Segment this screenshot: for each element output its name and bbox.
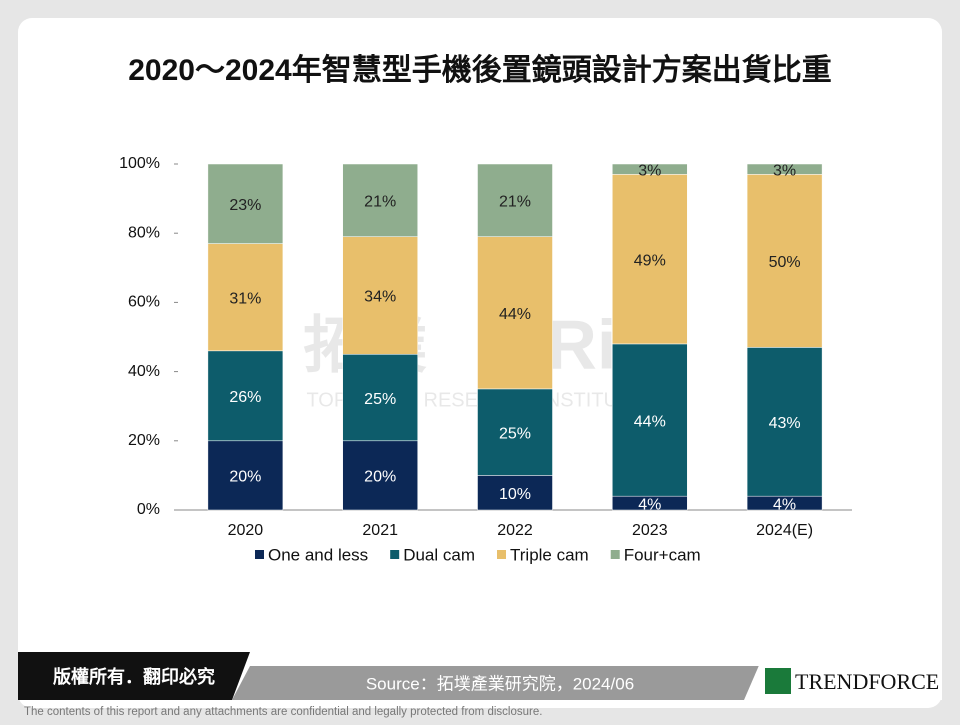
- bar-segment: [477, 163, 553, 237]
- x-tick-label: 2020: [228, 522, 264, 539]
- bar-segment: [612, 163, 688, 175]
- chart-title: 2020～2024年智慧型手機後置鏡頭設計方案出貨比重: [128, 53, 831, 87]
- bar-segment: [207, 163, 284, 244]
- bar-segment: [477, 475, 553, 511]
- value-label: 50%: [769, 254, 801, 271]
- legend-label: One and less: [268, 545, 368, 564]
- source: Source：拓墣產業研究院，2024/06: [366, 674, 634, 693]
- bar-segment: [612, 343, 688, 497]
- copyright-band: [18, 652, 250, 700]
- x-tick-label: 2022: [497, 522, 533, 539]
- value-label: 3%: [773, 162, 796, 179]
- legend-swatch: [255, 550, 264, 559]
- value-label: 34%: [364, 289, 396, 306]
- value-label: 44%: [634, 413, 666, 430]
- bar-segment: [342, 440, 418, 511]
- bar-segment: [342, 163, 418, 237]
- value-label: 25%: [499, 425, 531, 442]
- legend-swatch: [390, 550, 400, 559]
- legend-label: Four+cam: [624, 545, 701, 564]
- value-label: 31%: [229, 290, 261, 307]
- value-label: 21%: [364, 194, 396, 211]
- bar-segment: [612, 174, 688, 345]
- bar-segment: [207, 350, 284, 442]
- value-label: 4%: [638, 496, 661, 513]
- bar-segment: [207, 243, 284, 352]
- source-band: [232, 666, 770, 700]
- y-tick-label: 100%: [119, 155, 160, 172]
- bar-segment: [746, 163, 823, 175]
- x-tick-label: 2023: [632, 522, 668, 539]
- x-tick-label: 2021: [362, 522, 398, 539]
- value-label: 20%: [364, 469, 396, 486]
- bar-segment: [342, 236, 418, 355]
- value-label: 49%: [634, 252, 666, 269]
- brand: TRENDFORCE: [795, 669, 939, 694]
- value-label: 4%: [773, 496, 796, 513]
- bar-segment: [207, 440, 284, 511]
- legend-label: Triple cam: [510, 545, 589, 564]
- logo-area: [744, 640, 942, 700]
- legend-swatch: [497, 550, 506, 559]
- y-tick-label: 60%: [128, 294, 160, 311]
- bar-segment: [746, 347, 823, 497]
- bar-segment: [477, 388, 553, 476]
- brand-icon: [765, 668, 791, 694]
- y-tick-label: 80%: [128, 224, 160, 241]
- y-tick-label: 40%: [128, 363, 160, 380]
- value-label: 3%: [638, 162, 661, 179]
- legend-label: Dual cam: [403, 545, 475, 564]
- value-label: 43%: [769, 415, 801, 432]
- y-tick-label: 0%: [137, 501, 160, 518]
- bar-segment: [746, 174, 823, 348]
- value-label: 21%: [499, 194, 531, 211]
- disclaimer: The contents of this report and any atta…: [24, 706, 542, 718]
- value-label: 20%: [229, 469, 261, 486]
- value-label: 23%: [229, 197, 261, 214]
- copyright: 版權所有．翻印必究: [53, 666, 215, 687]
- legend-swatch: [610, 550, 620, 559]
- value-label: 26%: [229, 389, 261, 406]
- bar-segment: [477, 236, 553, 390]
- y-tick-label: 20%: [128, 432, 160, 449]
- value-label: 25%: [364, 391, 396, 408]
- x-tick-label: 2024(E): [756, 522, 813, 539]
- value-label: 44%: [499, 306, 531, 323]
- value-label: 10%: [499, 486, 531, 503]
